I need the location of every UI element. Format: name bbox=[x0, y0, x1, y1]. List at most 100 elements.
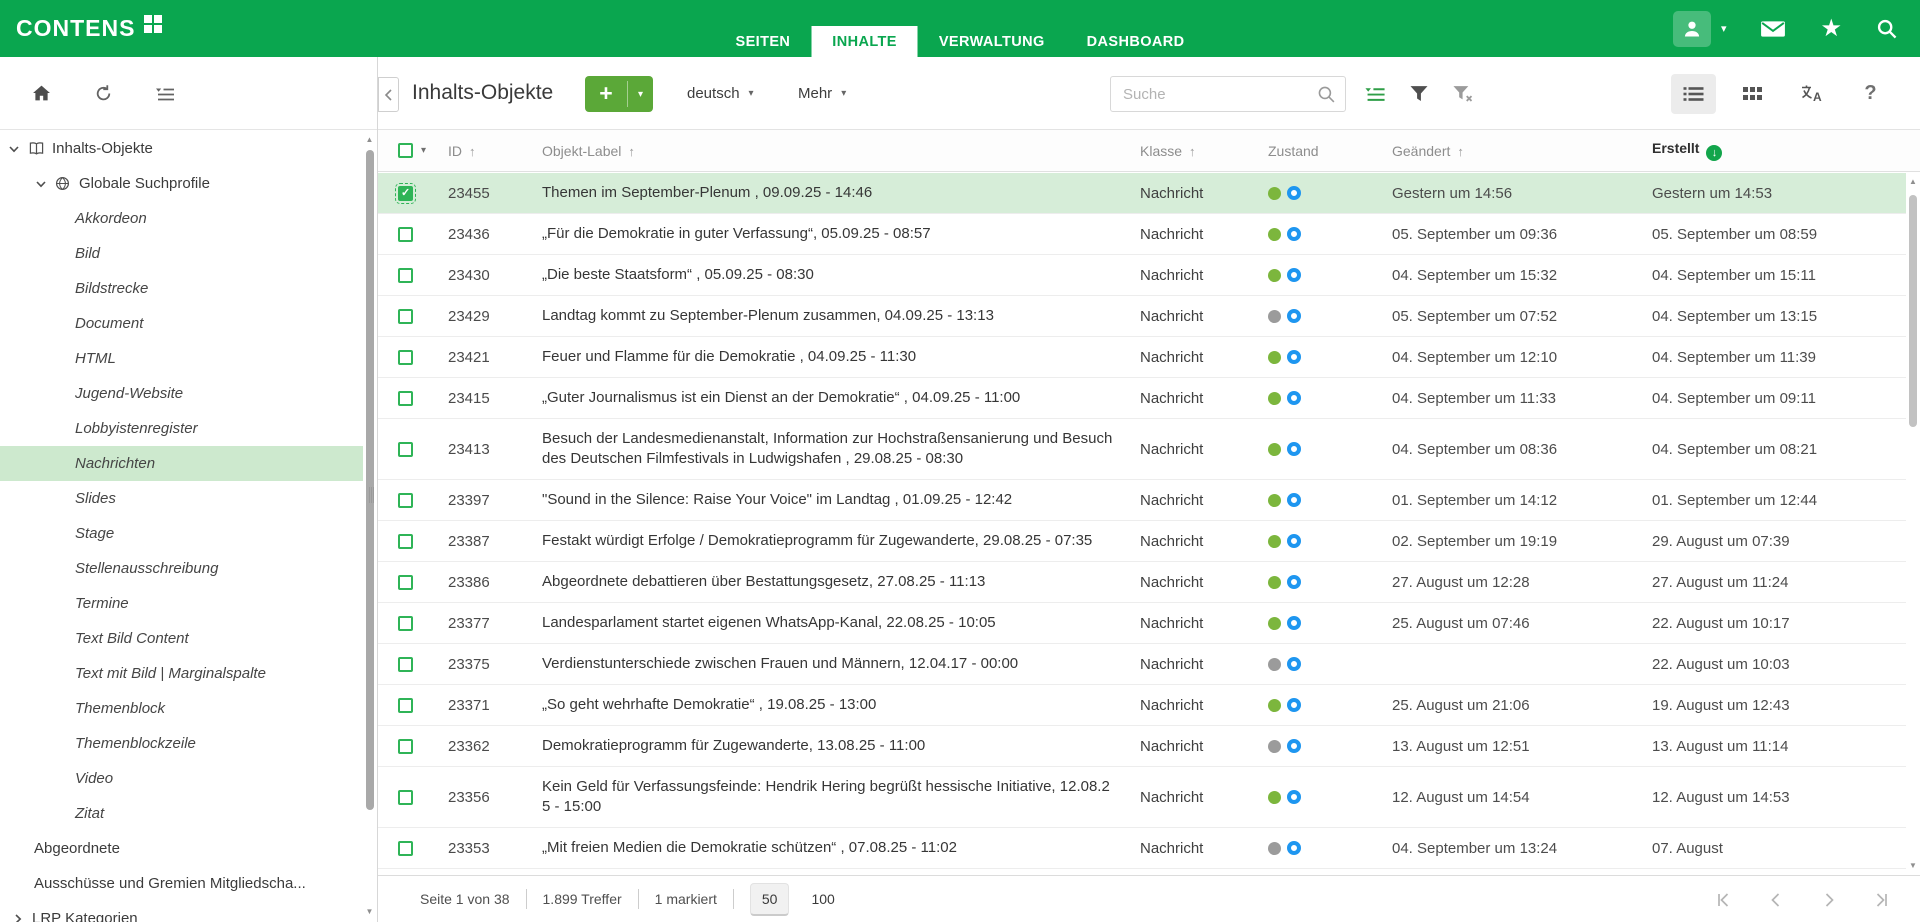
collapse-sidebar-button[interactable] bbox=[378, 77, 399, 112]
table-row[interactable]: 23356Kein Geld für Verfassungsfeinde: He… bbox=[378, 767, 1906, 828]
sidebar-item-html[interactable]: HTML bbox=[0, 341, 363, 376]
scroll-down-icon[interactable]: ▼ bbox=[1907, 861, 1919, 870]
sidebar-item-video[interactable]: Video bbox=[0, 761, 363, 796]
sidebar-item-stellenausschreibung[interactable]: Stellenausschreibung bbox=[0, 551, 363, 586]
table-row[interactable]: 23421Feuer und Flamme für die Demokratie… bbox=[378, 337, 1906, 378]
row-checkbox[interactable] bbox=[398, 790, 413, 805]
sidebar-item-text-bild-content[interactable]: Text Bild Content bbox=[0, 621, 363, 656]
row-checkbox[interactable] bbox=[398, 698, 413, 713]
table-row[interactable]: 23397"Sound in the Silence: Raise Your V… bbox=[378, 480, 1906, 521]
next-page-button[interactable] bbox=[1821, 892, 1837, 908]
scroll-down-icon[interactable]: ▼ bbox=[364, 907, 375, 916]
table-row[interactable]: 23377Landesparlament startet eigenen Wha… bbox=[378, 603, 1906, 644]
row-checkbox[interactable] bbox=[398, 442, 413, 457]
global-search-button[interactable] bbox=[1876, 18, 1898, 40]
sidebar-item-zitat[interactable]: Zitat bbox=[0, 796, 363, 831]
previous-page-button[interactable] bbox=[1768, 892, 1784, 908]
more-dropdown[interactable]: Mehr ▾ bbox=[798, 57, 846, 130]
sidebar-item-inhalts-objekte[interactable]: Inhalts-Objekte bbox=[0, 131, 363, 166]
sidebar-item-ausschüsse-und-gremien-mitgliedscha[interactable]: Ausschüsse und Gremien Mitgliedscha... bbox=[0, 866, 363, 901]
user-menu-caret-icon[interactable]: ▾ bbox=[1721, 22, 1727, 35]
mail-button[interactable] bbox=[1760, 19, 1786, 39]
column-header-geändert[interactable]: Geändert↑ bbox=[1392, 143, 1652, 159]
panel-resize-grip[interactable] bbox=[369, 487, 377, 503]
scroll-up-icon[interactable]: ▲ bbox=[364, 135, 375, 144]
row-checkbox[interactable] bbox=[398, 268, 413, 283]
table-scrollbar-thumb[interactable] bbox=[1909, 195, 1917, 427]
page-size-50[interactable]: 50 bbox=[750, 883, 790, 916]
tree-options-button[interactable] bbox=[155, 85, 175, 102]
tab-verwaltung[interactable]: VERWALTUNG bbox=[918, 26, 1066, 57]
home-button[interactable] bbox=[31, 84, 51, 102]
sidebar-item-nachrichten[interactable]: Nachrichten bbox=[0, 446, 363, 481]
saved-search-icon[interactable] bbox=[1364, 85, 1386, 102]
last-page-button[interactable] bbox=[1874, 892, 1890, 908]
favorites-button[interactable]: ★ bbox=[1820, 17, 1842, 41]
table-row[interactable]: 23430„Die beste Staatsform“ , 05.09.25 -… bbox=[378, 255, 1906, 296]
refresh-button[interactable] bbox=[93, 84, 113, 103]
row-checkbox[interactable] bbox=[398, 391, 413, 406]
table-row[interactable]: 23353„Mit freien Medien die Demokratie s… bbox=[378, 828, 1906, 869]
sidebar-item-bildstrecke[interactable]: Bildstrecke bbox=[0, 271, 363, 306]
tab-dashboard[interactable]: DASHBOARD bbox=[1066, 26, 1206, 57]
grid-view-button[interactable] bbox=[1730, 74, 1775, 114]
row-checkbox[interactable] bbox=[398, 739, 413, 754]
filter-clear-icon[interactable] bbox=[1452, 85, 1474, 102]
page-size-100[interactable]: 100 bbox=[799, 883, 846, 915]
table-row[interactable]: 23362Demokratieprogramm für Zugewanderte… bbox=[378, 726, 1906, 767]
sidebar-item-themenblock[interactable]: Themenblock bbox=[0, 691, 363, 726]
sidebar-item-lrp-kategorien[interactable]: LRP Kategorien bbox=[0, 901, 363, 922]
row-checkbox[interactable] bbox=[398, 227, 413, 242]
first-page-button[interactable] bbox=[1715, 892, 1731, 908]
tab-inhalte[interactable]: INHALTE bbox=[811, 26, 918, 57]
sidebar-scrollbar-thumb[interactable] bbox=[366, 150, 374, 810]
table-row[interactable]: 23413Besuch der Landesmedienanstalt, Inf… bbox=[378, 419, 1906, 480]
sidebar-item-text-mit-bild-marginalspalte[interactable]: Text mit Bild | Marginalspalte bbox=[0, 656, 363, 691]
column-header-id[interactable]: ID↑ bbox=[448, 143, 542, 159]
search-icon[interactable] bbox=[1317, 85, 1336, 104]
table-row[interactable]: 23429Landtag kommt zu September-Plenum z… bbox=[378, 296, 1906, 337]
add-menu-caret-icon[interactable]: ▾ bbox=[628, 76, 653, 112]
selection-menu-caret-icon[interactable]: ▾ bbox=[421, 145, 426, 156]
row-checkbox[interactable] bbox=[398, 186, 413, 201]
search-input[interactable] bbox=[1111, 77, 1345, 111]
table-row[interactable]: 23386Abgeordnete debattieren über Bestat… bbox=[378, 562, 1906, 603]
language-dropdown[interactable]: deutsch ▾ bbox=[687, 57, 754, 130]
column-header-zustand[interactable]: Zustand bbox=[1268, 143, 1392, 159]
sidebar-item-akkordeon[interactable]: Akkordeon bbox=[0, 201, 363, 236]
tab-seiten[interactable]: SEITEN bbox=[715, 26, 812, 57]
column-header-erstellt[interactable]: Erstellt↓ bbox=[1652, 140, 1920, 161]
table-row[interactable]: 23387Festakt würdigt Erfolge / Demokrati… bbox=[378, 521, 1906, 562]
sidebar-scrollbar[interactable]: ▲ ▼ bbox=[364, 135, 375, 916]
filter-icon[interactable] bbox=[1409, 85, 1429, 102]
row-checkbox[interactable] bbox=[398, 493, 413, 508]
table-row[interactable]: 23371„So geht wehrhafte Demokratie“ , 19… bbox=[378, 685, 1906, 726]
row-checkbox[interactable] bbox=[398, 350, 413, 365]
table-row[interactable]: 23436„Für die Demokratie in guter Verfas… bbox=[378, 214, 1906, 255]
list-view-button[interactable] bbox=[1671, 74, 1716, 114]
row-checkbox[interactable] bbox=[398, 534, 413, 549]
add-button[interactable]: + bbox=[585, 76, 627, 112]
row-checkbox[interactable] bbox=[398, 575, 413, 590]
chevron-down-icon[interactable] bbox=[35, 178, 55, 190]
table-row[interactable]: 23455Themen im September-Plenum , 09.09.… bbox=[378, 173, 1906, 214]
sidebar-item-termine[interactable]: Termine bbox=[0, 586, 363, 621]
chevron-right-icon[interactable] bbox=[12, 913, 32, 922]
sidebar-item-document[interactable]: Document bbox=[0, 306, 363, 341]
row-checkbox[interactable] bbox=[398, 657, 413, 672]
select-all-checkbox[interactable] bbox=[398, 143, 413, 158]
row-checkbox[interactable] bbox=[398, 309, 413, 324]
table-scrollbar[interactable]: ▲ ▼ bbox=[1907, 177, 1919, 870]
table-row[interactable]: 23375Verdienstunterschiede zwischen Frau… bbox=[378, 644, 1906, 685]
table-row[interactable]: 23415„Guter Journalismus ist ein Dienst … bbox=[378, 378, 1906, 419]
row-checkbox[interactable] bbox=[398, 616, 413, 631]
scroll-up-icon[interactable]: ▲ bbox=[1907, 177, 1919, 186]
sidebar-item-lobbyistenregister[interactable]: Lobbyistenregister bbox=[0, 411, 363, 446]
add-object-split-button[interactable]: + ▾ bbox=[585, 76, 653, 112]
sidebar-item-slides[interactable]: Slides bbox=[0, 481, 363, 516]
column-header-klasse[interactable]: Klasse↑ bbox=[1140, 143, 1268, 159]
sidebar-item-themenblockzeile[interactable]: Themenblockzeile bbox=[0, 726, 363, 761]
sidebar-item-stage[interactable]: Stage bbox=[0, 516, 363, 551]
sidebar-item-abgeordnete[interactable]: Abgeordnete bbox=[0, 831, 363, 866]
sidebar-item-globale-suchprofile[interactable]: Globale Suchprofile bbox=[0, 166, 363, 201]
